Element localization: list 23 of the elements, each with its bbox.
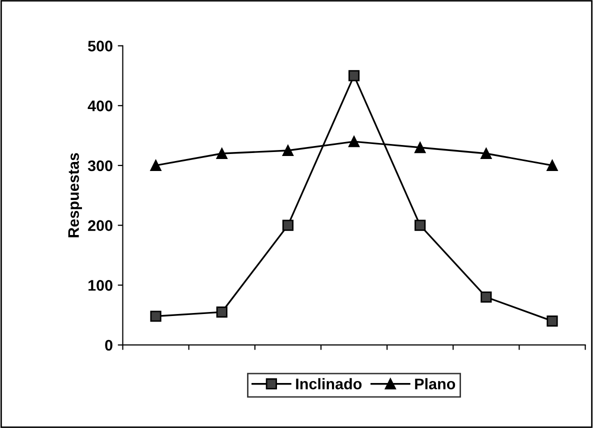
y-tick-label: 500 bbox=[88, 40, 112, 52]
legend-label: Inclinado bbox=[296, 378, 362, 390]
point bbox=[348, 136, 360, 148]
point bbox=[282, 144, 294, 156]
y-axis-title: Respuestas bbox=[68, 153, 82, 238]
legend-label: Plano bbox=[415, 378, 456, 390]
point bbox=[546, 160, 558, 172]
point bbox=[546, 315, 558, 327]
point bbox=[414, 220, 426, 231]
y-tick-label: 400 bbox=[88, 100, 112, 112]
point bbox=[150, 310, 162, 322]
point bbox=[480, 148, 492, 160]
point bbox=[216, 306, 228, 318]
point bbox=[216, 148, 228, 160]
y-tick-label: 0 bbox=[105, 340, 112, 351]
y-tick-label: 200 bbox=[88, 220, 112, 231]
y-tick-label: 300 bbox=[88, 160, 112, 172]
point bbox=[480, 292, 492, 303]
point bbox=[348, 70, 360, 82]
y-tick-label: 100 bbox=[88, 280, 112, 291]
point bbox=[282, 220, 294, 231]
point bbox=[150, 160, 162, 172]
point bbox=[414, 142, 426, 154]
